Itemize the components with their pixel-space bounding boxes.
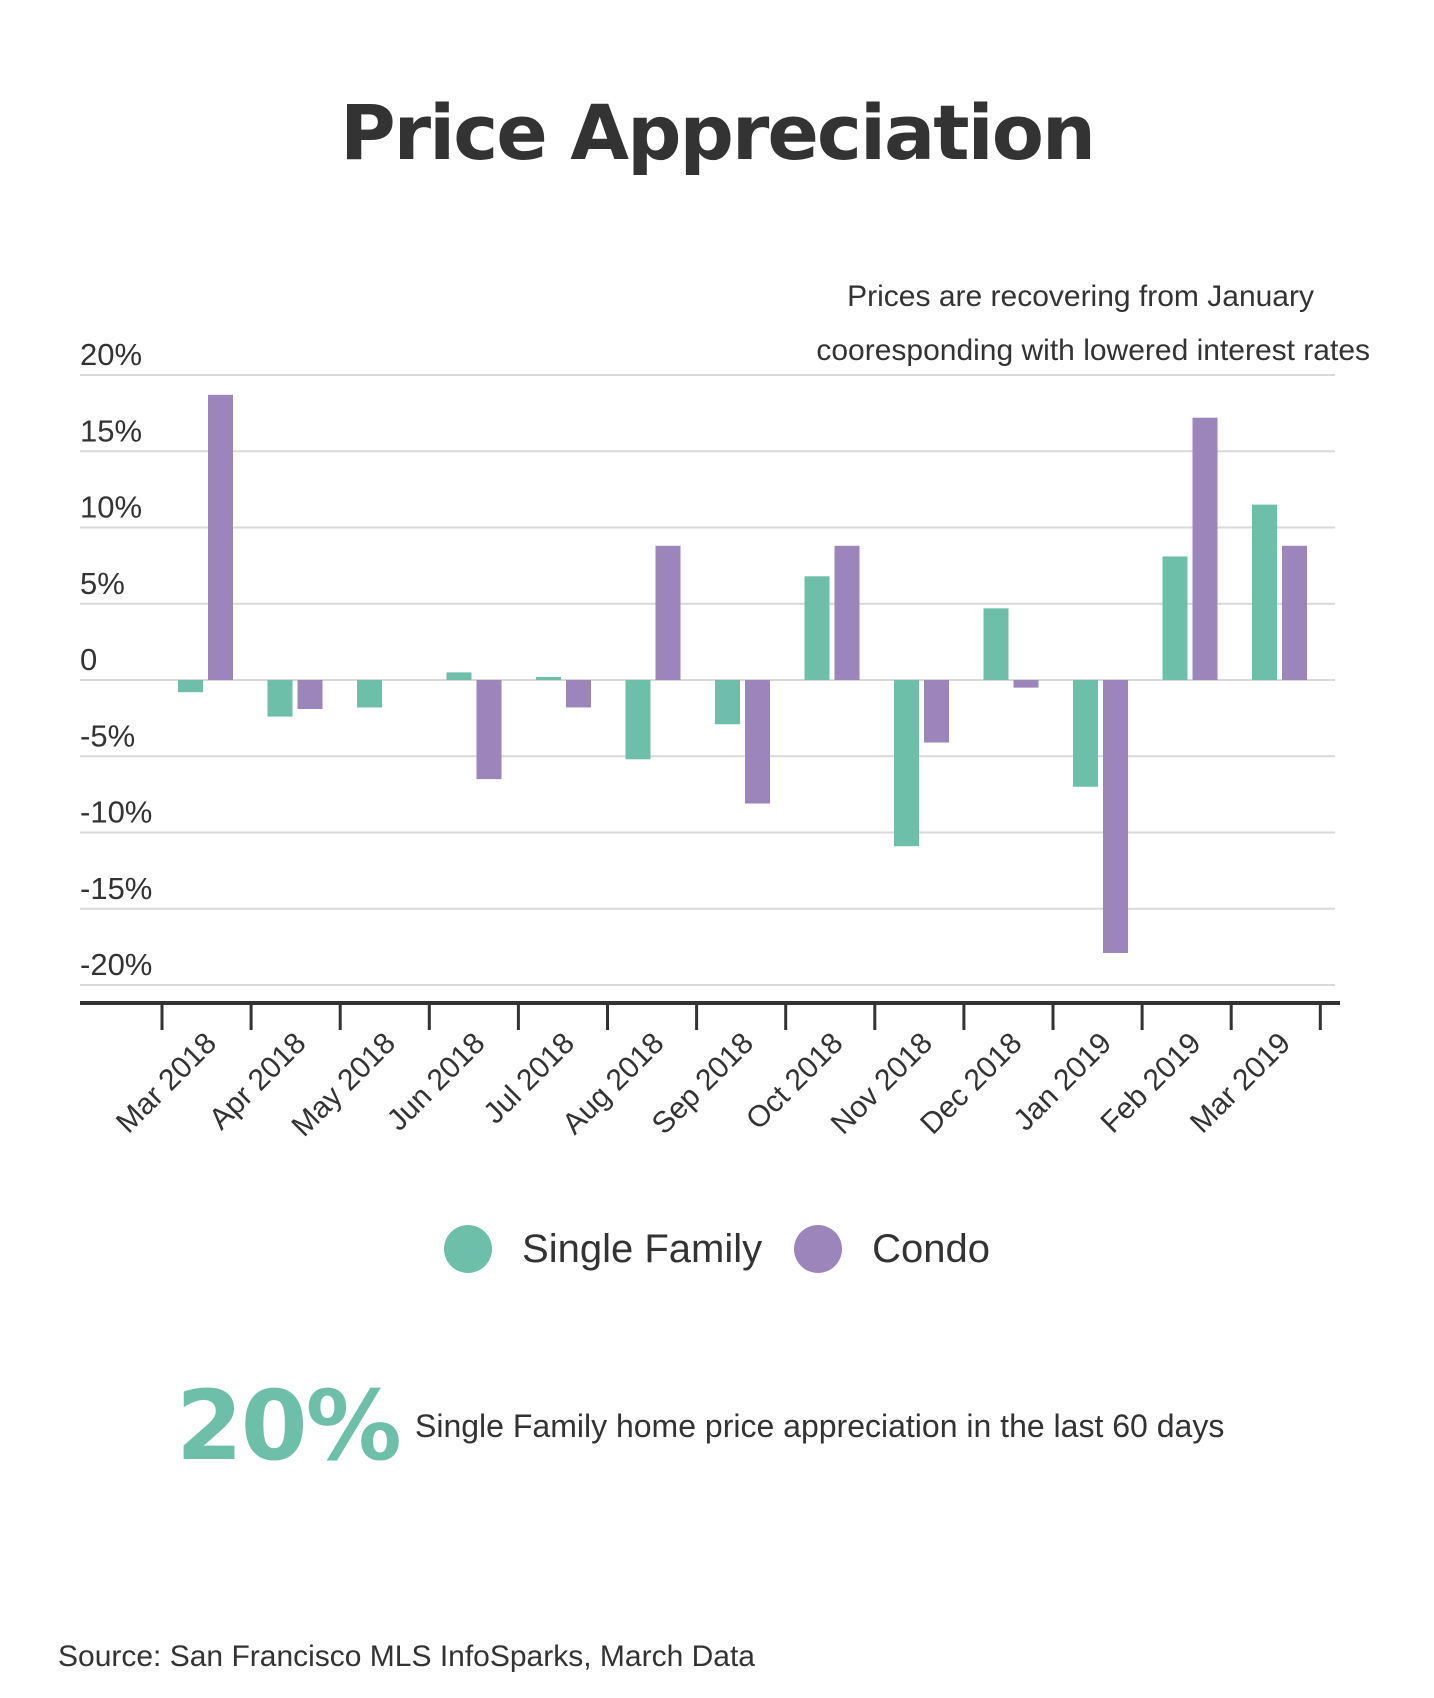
callout-text: Single Family home price appreciation in… <box>415 1408 1225 1444</box>
bar-condo <box>924 680 949 743</box>
bar-single-family <box>267 680 293 717</box>
bar-single-family <box>625 680 651 760</box>
bar-single-family <box>178 680 203 693</box>
bar-condo <box>834 545 860 680</box>
bar-single-family <box>894 680 919 847</box>
bar-single-family <box>1162 556 1188 680</box>
legend-label-condo: Condo <box>872 1226 990 1271</box>
y-tick-label: 10% <box>80 490 142 525</box>
bar-chart: 20% 15% 10% 5% 0 -5% -10% -15% -20% Mar 2018Apr … <box>80 280 1370 1143</box>
bar-single-family <box>536 676 561 680</box>
legend-swatch-single-family <box>444 1225 493 1273</box>
bar-single-family <box>1073 680 1098 787</box>
x-axis <box>80 1001 1340 1030</box>
bar-condo <box>566 680 591 708</box>
callout-value: 20% <box>176 1370 402 1482</box>
y-tick-label: -15% <box>80 871 152 906</box>
bar-condo <box>745 680 770 804</box>
legend-item-single-family: Single Family <box>444 1225 762 1273</box>
bar-condo <box>1103 680 1128 953</box>
annotation-line-2: cooresponding with lowered interest rate… <box>816 334 1370 367</box>
legend-swatch-condo <box>794 1225 843 1273</box>
bar-condo <box>476 680 502 780</box>
bar-condo <box>655 545 681 680</box>
bar-single-family <box>357 680 382 708</box>
y-tick-label: 5% <box>80 566 125 601</box>
x-tick-label: Jun 2018 <box>381 1027 492 1138</box>
bar-single-family <box>804 576 830 680</box>
y-axis-ticks: 20% 15% 10% 5% 0 -5% -10% -15% -20% <box>80 337 152 982</box>
legend: Single Family Condo <box>0 1225 1434 1273</box>
y-tick-label: 0 <box>80 642 97 677</box>
bar-condo <box>1282 545 1307 680</box>
source-note: Source: San Francisco MLS InfoSparks, Ma… <box>58 1640 755 1673</box>
chart-title: Price Appreciation <box>339 88 1096 177</box>
y-tick-label: -20% <box>80 947 152 982</box>
bar-condo <box>1192 417 1218 680</box>
bar-single-family <box>1252 504 1277 680</box>
bar-condo <box>208 394 233 680</box>
x-tick-label: Mar 2018 <box>110 1027 223 1140</box>
legend-label-single-family: Single Family <box>522 1226 763 1271</box>
y-tick-label: 20% <box>80 337 142 372</box>
y-tick-label: 15% <box>80 413 142 448</box>
bar-condo <box>297 680 323 709</box>
y-tick-label: -5% <box>80 718 135 753</box>
bars <box>178 394 1307 953</box>
annotation-line-1: Prices are recovering from January <box>847 280 1314 313</box>
bar-single-family <box>715 680 740 725</box>
bar-single-family <box>983 608 1009 680</box>
legend-item-condo: Condo <box>794 1225 990 1273</box>
bar-single-family <box>446 672 472 680</box>
bar-condo <box>1013 680 1039 688</box>
y-tick-label: -10% <box>80 795 152 830</box>
